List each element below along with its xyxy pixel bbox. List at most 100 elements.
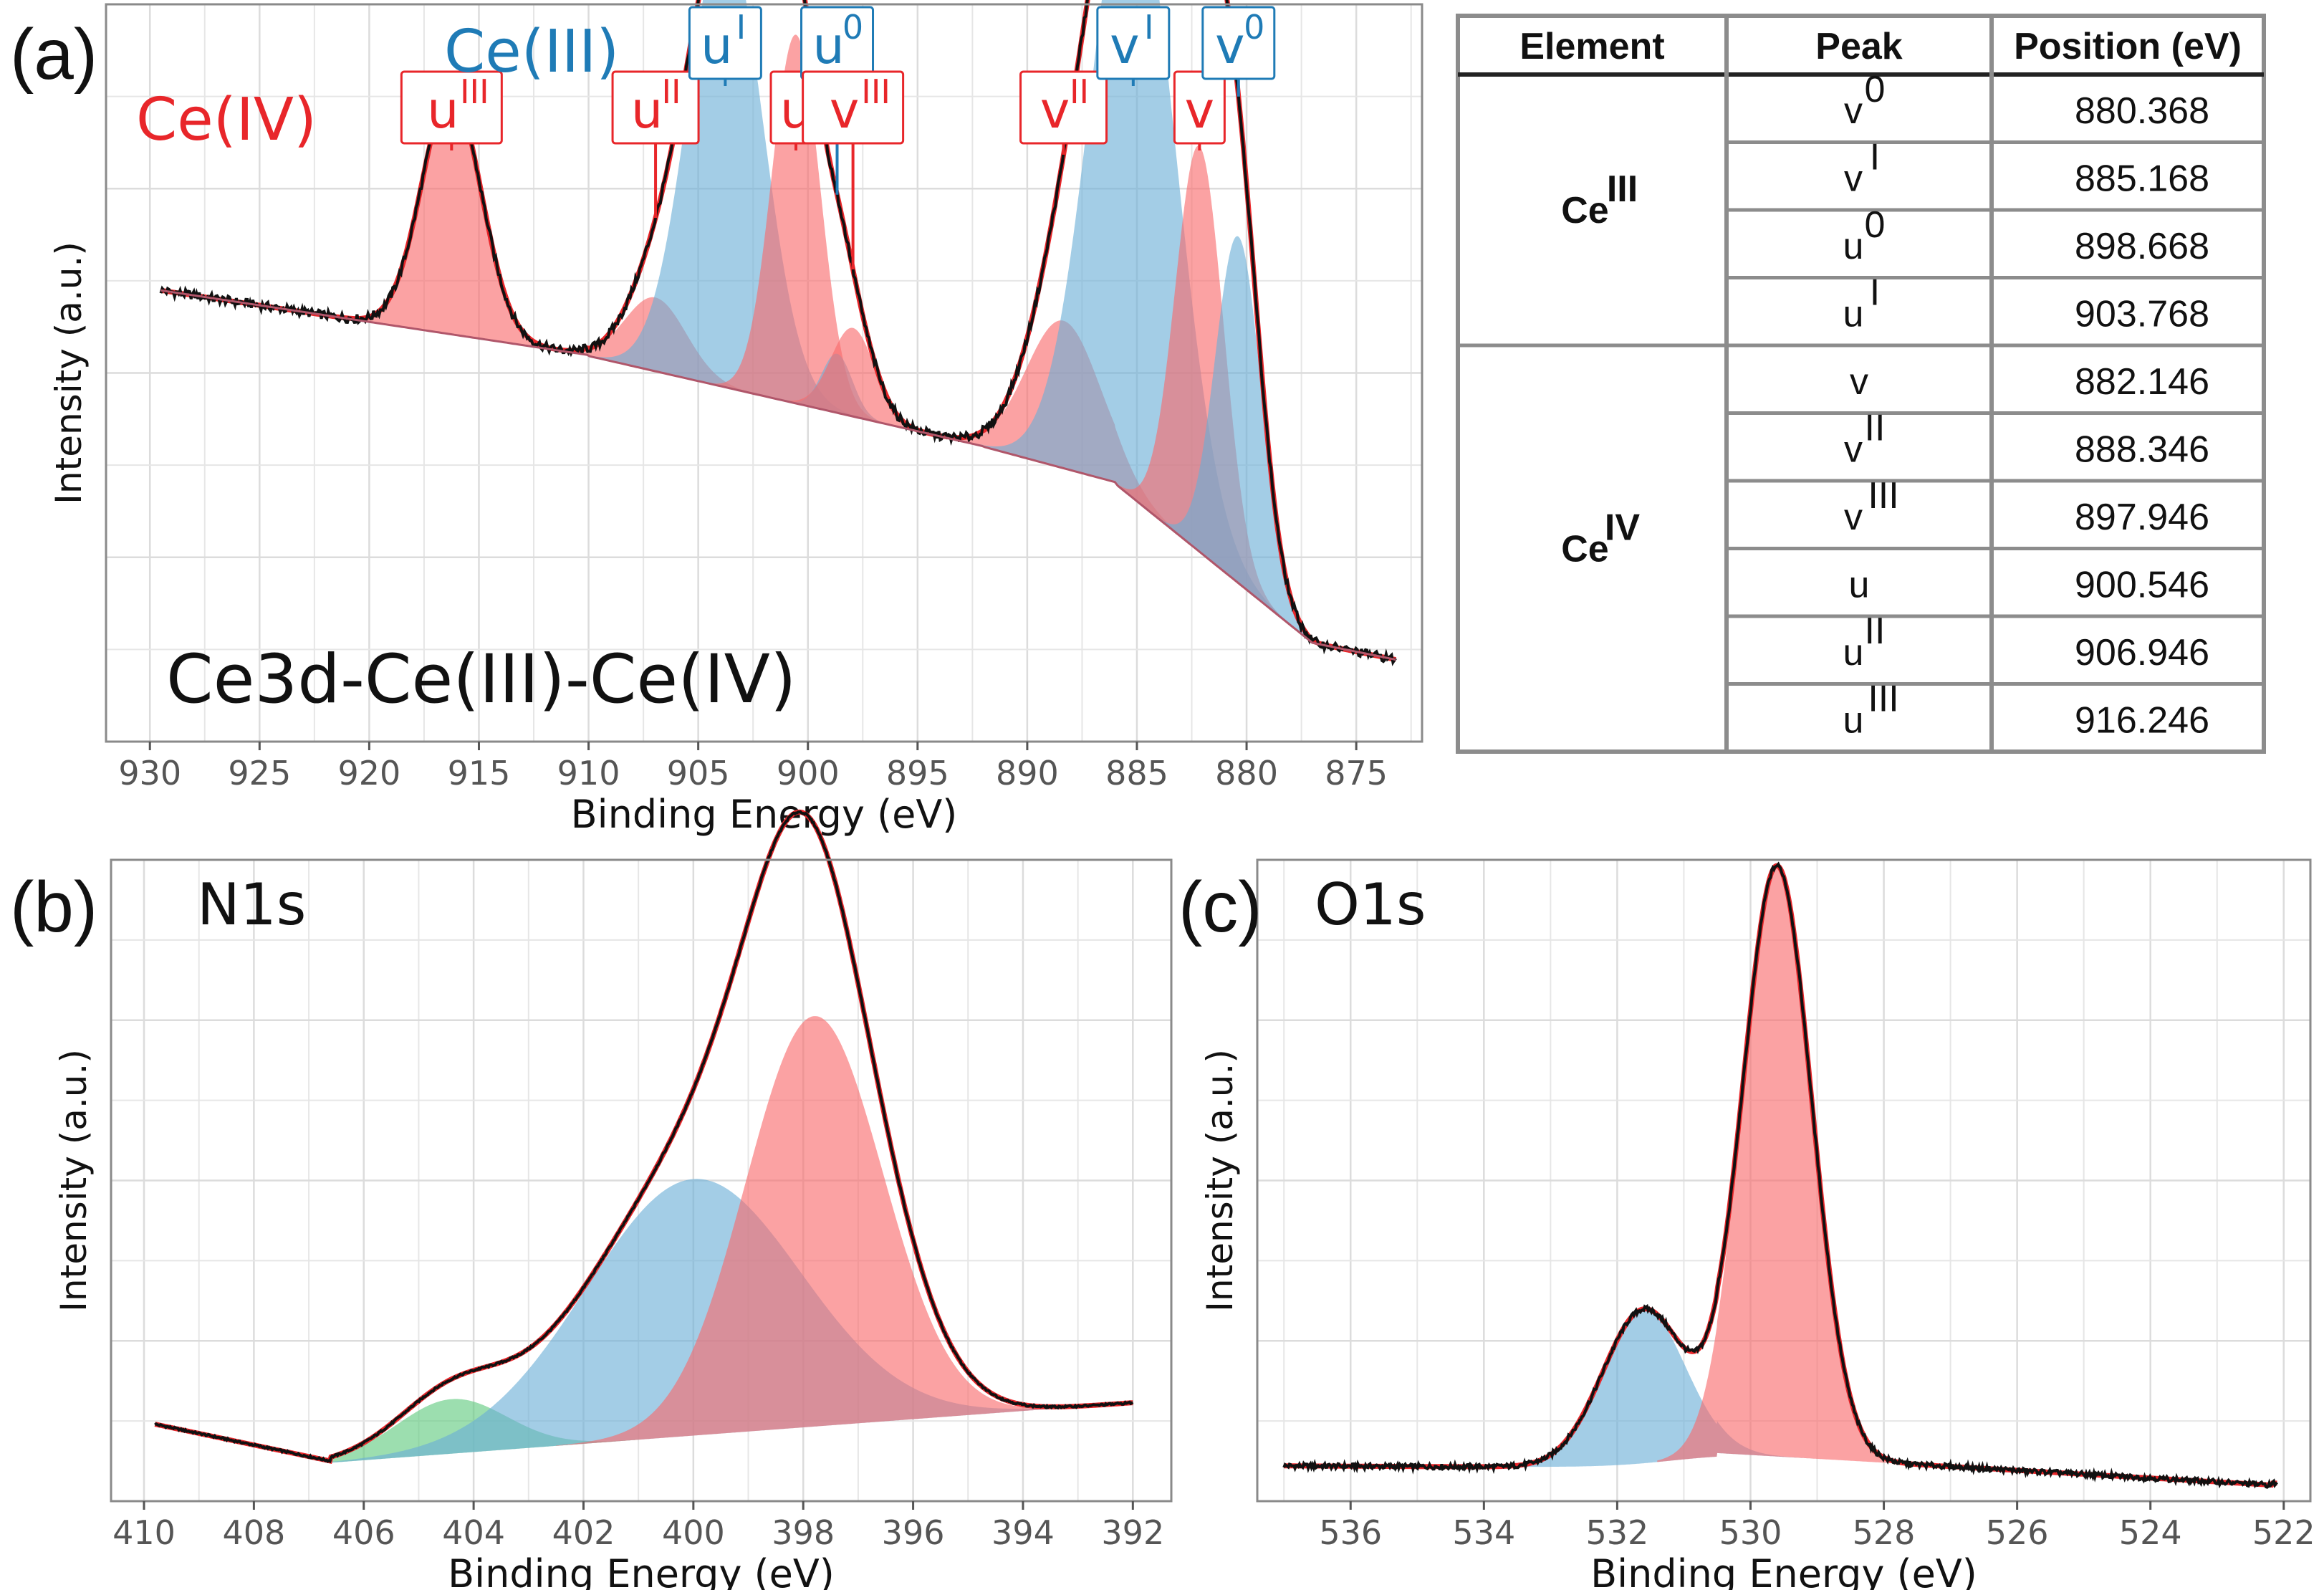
table-peak-cell: u [1843, 226, 1864, 267]
table-header-cell: Element [1519, 26, 1664, 67]
peak-label: u [812, 16, 844, 75]
y-axis-label: Intensity (a.u.) [1199, 1049, 1241, 1312]
x-tick-label: 536 [1319, 1513, 1382, 1552]
ce3-group-label: Ce(III) [444, 18, 619, 86]
peak-label: v [830, 81, 859, 140]
peak-label-box [688, 6, 762, 80]
plot-frame [105, 3, 1423, 743]
experimental-data-line [1282, 861, 2278, 1489]
table-element-sup: III [1607, 168, 1638, 210]
component-v0-area [1141, 236, 1335, 648]
table-peak-cell: u [1843, 632, 1864, 674]
peak-label: v [1040, 81, 1070, 140]
x-axis-label: Binding Energy (eV) [1590, 1551, 1977, 1590]
x-tick-label: 398 [772, 1513, 835, 1552]
panel-label-c: (c) [1178, 867, 1262, 947]
peak-label: u [701, 16, 732, 75]
component-uplain-area [694, 34, 898, 427]
table-position-cell: 882.146 [2075, 361, 2209, 403]
x-tick-label: 875 [1325, 754, 1388, 792]
table-position-cell: 888.346 [2075, 429, 2209, 471]
plot-frame [1256, 858, 2312, 1503]
background-line [160, 289, 1396, 661]
component-vIII-area [761, 327, 946, 438]
y-axis-label: Intensity (a.u.) [48, 241, 90, 504]
table-element-sup: IV [1605, 507, 1640, 549]
x-tick-label: 532 [1585, 1513, 1648, 1552]
panel-label-a: (a) [10, 14, 97, 95]
table-position-cell: 880.368 [2075, 90, 2209, 132]
table-peak-sup: II [1865, 610, 1886, 652]
plot-frame [110, 858, 1173, 1503]
table-peak-sup: 0 [1865, 204, 1886, 246]
peak-label-sup: 0 [1244, 8, 1264, 47]
table-peak-sup: III [1868, 679, 1898, 720]
x-tick-label: 530 [1719, 1513, 1782, 1552]
x-tick-label: 408 [222, 1513, 285, 1552]
table-header-cell: Peak [1815, 26, 1903, 67]
component-red-area [556, 1016, 1051, 1446]
ce4-group-label: Ce(IV) [136, 86, 317, 154]
x-tick-label: 406 [332, 1513, 395, 1552]
table-header-cell: Position (eV) [2014, 26, 2242, 67]
peak-label-box [611, 70, 700, 145]
table-position-cell: 897.946 [2075, 497, 2209, 538]
chart-title: O1s [1315, 871, 1426, 938]
x-axis-label: Binding Energy (eV) [571, 792, 958, 837]
panel-b: 410 408 406 404 402 400 398 396 394 392 Binding En… [53, 809, 1173, 1590]
x-tick-label: 402 [552, 1513, 615, 1552]
x-tick-label: 900 [777, 754, 840, 792]
table-peak-sup: II [1865, 408, 1886, 449]
component-uI-area [568, 0, 882, 423]
peak-label-box [802, 70, 905, 145]
peak-label-box [1173, 70, 1226, 145]
table-frame [1456, 14, 2266, 754]
table-peak-cell: v [1844, 429, 1863, 471]
peak-label-box [400, 70, 503, 145]
x-tick-label: 925 [228, 754, 291, 792]
table-position-cell: 900.546 [2075, 565, 2209, 606]
peak-label-box [1201, 6, 1276, 80]
x-tick-label: 890 [996, 754, 1059, 792]
component-vplain-area [1098, 145, 1301, 634]
peak-label: u [631, 81, 663, 140]
table-position-cell: 885.168 [2075, 158, 2209, 200]
x-tick-label: 524 [2119, 1513, 2182, 1552]
x-tick-label: 394 [991, 1513, 1055, 1552]
peak-label-sup: I [1144, 8, 1154, 47]
peak-label-box [1096, 6, 1171, 80]
table-peak-sup: III [1868, 475, 1898, 517]
table-peak-cell: v [1844, 497, 1863, 538]
peak-label-sup: I [736, 8, 746, 47]
experimental-data-line [154, 810, 1134, 1463]
peak-label-sup: 0 [842, 8, 863, 47]
x-tick-label: 930 [118, 754, 181, 792]
component-uIII-area [327, 91, 576, 353]
peak-label-sup: II [661, 72, 681, 111]
table-position-cell: 906.946 [2075, 632, 2209, 674]
x-tick-label: 910 [557, 754, 620, 792]
chart-title: N1s [197, 871, 306, 938]
component-vI-area [954, 0, 1313, 643]
table-peak-cell: u [1843, 294, 1864, 335]
x-tick-label: 404 [442, 1513, 505, 1552]
x-tick-label: 522 [2252, 1513, 2315, 1552]
x-tick-label: 526 [1986, 1513, 2049, 1552]
table-element-cell: Ce [1561, 529, 1608, 570]
x-tick-label: 410 [112, 1513, 176, 1552]
table-position-cell: 898.668 [2075, 226, 2209, 267]
panel-c: 536 534 532 530 528 526 524 522 Binding Energy (… [1199, 858, 2315, 1590]
x-tick-label: 534 [1452, 1513, 1515, 1552]
table-peak-cell: u [1843, 700, 1864, 742]
x-tick-label: 920 [337, 754, 400, 792]
x-tick-label: 880 [1215, 754, 1278, 792]
component-red-area [1657, 866, 1904, 1464]
table-peak-sup: I [1870, 137, 1880, 178]
peak-label: v [1110, 16, 1139, 75]
peak-label-sup: III [861, 72, 890, 111]
x-axis-label: Binding Energy (eV) [448, 1551, 835, 1590]
chart-title: Ce3d-Ce(III)-Ce(IV) [166, 641, 797, 719]
x-tick-label: 400 [662, 1513, 725, 1552]
table-peak-sup: I [1870, 272, 1880, 314]
